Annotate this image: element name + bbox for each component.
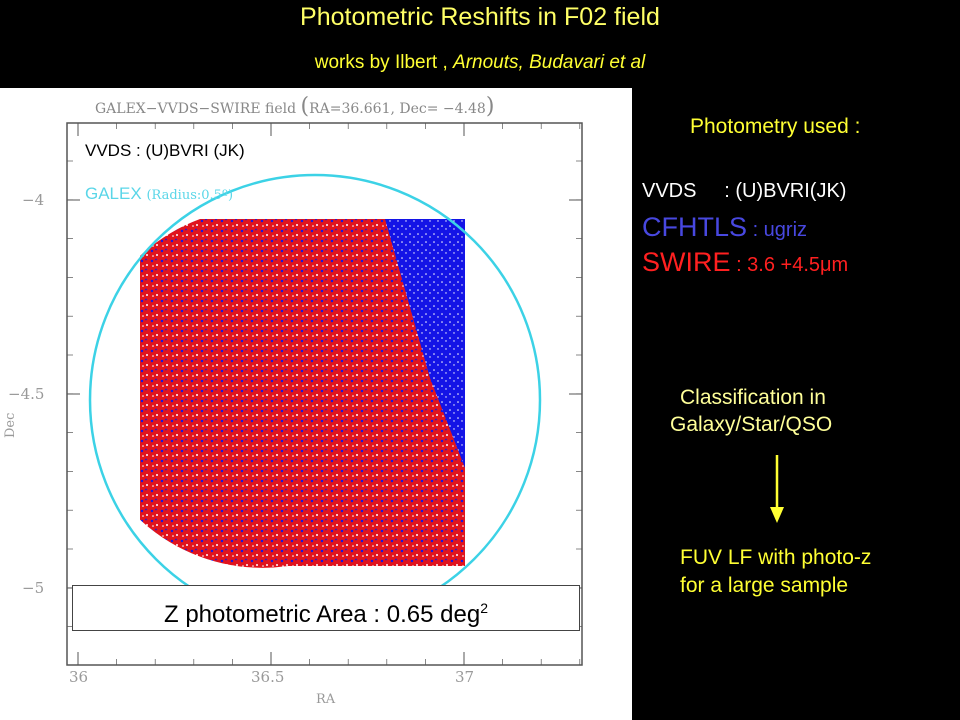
x-axis-label: RA bbox=[316, 692, 336, 707]
fuv-lf-text: FUV LF with photo-z for a large sample bbox=[680, 544, 871, 600]
galaxy-distribution bbox=[140, 219, 465, 568]
y-axis-label: Dec bbox=[3, 412, 18, 438]
slide-title: Photometric Reshifts in F02 field bbox=[300, 3, 660, 31]
x-tick-label: 36 bbox=[69, 668, 89, 686]
y-tick-label: −4 bbox=[22, 191, 45, 209]
figure-title-text: GALEX−VVDS−SWIRE field bbox=[95, 101, 297, 117]
figure-title-paren-open: ( bbox=[300, 94, 310, 119]
galex-label: GALEX (Radius:0.5º) bbox=[85, 184, 233, 204]
vvds-bands-label: VVDS : (U)BVRI (JK) bbox=[85, 141, 245, 160]
galex-radius: (Radius:0.5º) bbox=[146, 188, 234, 203]
classification-line: Galaxy/Star/QSO bbox=[670, 413, 833, 436]
classification-text: Classification in Galaxy/Star/QSO bbox=[670, 384, 832, 438]
cfhtls-filters: : ugriz bbox=[747, 219, 808, 241]
y-tick-label: −5 bbox=[22, 579, 45, 597]
photometry-heading: Photometry used : bbox=[690, 115, 861, 138]
area-exponent: 2 bbox=[480, 600, 488, 616]
classification-line: Classification in bbox=[680, 386, 826, 409]
photometric-area-box: Z photometric Area : 0.65 deg2 bbox=[72, 585, 580, 631]
swire-filters: : 3.6 +4.5μm bbox=[730, 254, 849, 276]
down-arrow-icon bbox=[770, 455, 784, 523]
y-tick-label: −4.5 bbox=[8, 385, 45, 403]
area-text: Z photometric Area : 0.65 deg bbox=[164, 601, 481, 628]
galex-name: GALEX bbox=[85, 184, 142, 203]
figure-title-paren-close: ) bbox=[485, 94, 495, 119]
subtitle-authors-italic: Arnouts, Budavari et al bbox=[453, 52, 646, 73]
swire-sources-blue bbox=[385, 219, 465, 468]
subtitle-authors: works by Ilbert , bbox=[314, 52, 454, 73]
figure-title-coords: RA=36.661, Dec= −4.48 bbox=[309, 101, 486, 117]
minor-ticks bbox=[67, 123, 582, 665]
swire-name: SWIRE bbox=[642, 247, 731, 277]
cfhtls-name: CFHTLS bbox=[642, 212, 748, 242]
x-tick-label: 37 bbox=[455, 668, 475, 686]
fuv-line: for a large sample bbox=[680, 574, 849, 597]
slide-subtitle: works by Ilbert , Arnouts, Budavari et a… bbox=[0, 52, 960, 74]
sky-map-plot bbox=[66, 122, 583, 666]
figure-title: GALEX−VVDS−SWIRE field (RA=36.661, Dec= … bbox=[95, 94, 494, 119]
fuv-line: FUV LF with photo-z bbox=[680, 546, 872, 569]
vvds-bands: VVDS : (U)BVRI(JK) bbox=[642, 180, 847, 202]
cfhtls-bands: CFHTLS : ugriz bbox=[642, 212, 807, 243]
x-tick-label: 36.5 bbox=[251, 668, 285, 686]
swire-bands: SWIRE : 3.6 +4.5μm bbox=[642, 247, 848, 278]
